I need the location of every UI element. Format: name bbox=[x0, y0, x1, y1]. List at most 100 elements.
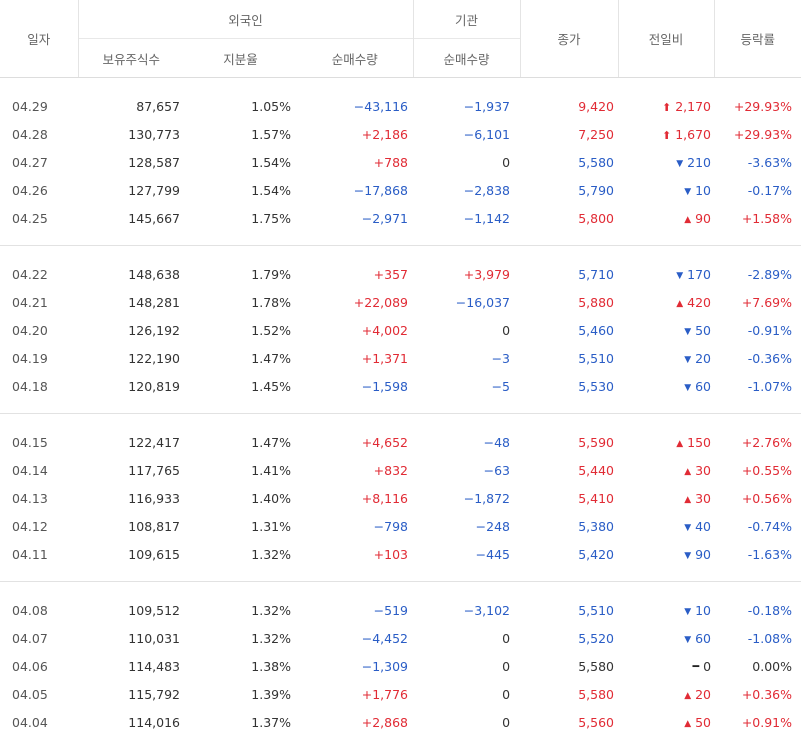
triangle-up-icon: ▲ bbox=[684, 214, 692, 225]
triangle-up-icon: ▲ bbox=[684, 690, 692, 701]
share-cell: 1.54% bbox=[251, 154, 291, 170]
change-value: 0 bbox=[703, 658, 712, 674]
share-cell: 1.05% bbox=[251, 98, 291, 114]
spacer-cell bbox=[0, 582, 801, 597]
rate-cell: +29.93% bbox=[733, 126, 793, 142]
inst-net-cell: −5 bbox=[491, 378, 511, 394]
share-cell: 1.32% bbox=[251, 602, 291, 618]
change-value: 60 bbox=[695, 378, 712, 394]
triangle-down-icon: ▼ bbox=[684, 186, 692, 197]
foreign-net-cell: +1,776 bbox=[361, 686, 409, 702]
table-row: 04.08 109,512 1.32% −519 −3,102 5,510 ▼ 10 -0.18… bbox=[0, 596, 801, 624]
inst-net-cell: 0 bbox=[502, 154, 511, 170]
inst-net-cell: −48 bbox=[483, 434, 511, 450]
holdings-cell: 87,657 bbox=[136, 98, 180, 114]
triangle-up-icon: ▲ bbox=[684, 466, 692, 477]
spacer-cell bbox=[0, 246, 801, 261]
table-row: 04.14 117,765 1.41% +832 −63 5,440 ▲ 30 +0.55% bbox=[0, 456, 801, 484]
date-cell: 04.13 bbox=[12, 490, 48, 506]
table-row: 04.18 120,819 1.45% −1,598 −5 5,530 ▼ 60 -1.07% bbox=[0, 372, 801, 400]
triangle-down-icon: ▼ bbox=[684, 634, 692, 645]
holdings-cell: 109,512 bbox=[128, 602, 180, 618]
share-cell: 1.57% bbox=[251, 126, 291, 142]
dash-icon: ━ bbox=[692, 659, 700, 673]
date-cell: 04.11 bbox=[12, 546, 48, 562]
date-cell: 04.07 bbox=[12, 630, 48, 646]
triangle-up-icon: ▲ bbox=[676, 438, 684, 449]
table-row: 04.19 122,190 1.47% +1,371 −3 5,510 ▼ 20 -0.36% bbox=[0, 344, 801, 372]
table-row: 04.22 148,638 1.79% +357 +3,979 5,710 ▼ 170 -2.8… bbox=[0, 260, 801, 288]
share-cell: 1.41% bbox=[251, 462, 291, 478]
close-cell: 5,510 bbox=[578, 602, 615, 618]
inst-net-cell: −63 bbox=[483, 462, 511, 478]
rate-cell: +0.55% bbox=[741, 462, 793, 478]
foreign-net-cell: +22,089 bbox=[353, 294, 409, 310]
holdings-cell: 126,192 bbox=[128, 322, 180, 338]
close-cell: 5,380 bbox=[578, 518, 615, 534]
rate-cell: +0.56% bbox=[741, 490, 793, 506]
change-value: 60 bbox=[695, 630, 712, 646]
foreign-net-cell: +2,186 bbox=[361, 126, 409, 142]
spacer-cell bbox=[0, 78, 801, 93]
table-row: 04.25 145,667 1.75% −2,971 −1,142 5,800 ▲ 90 +1.… bbox=[0, 204, 801, 232]
group-divider bbox=[0, 232, 801, 246]
close-cell: 5,460 bbox=[578, 322, 615, 338]
holdings-cell: 109,615 bbox=[128, 546, 180, 562]
inst-net-cell: −16,037 bbox=[455, 294, 511, 310]
inst-net-cell: −445 bbox=[475, 546, 511, 562]
date-cell: 04.26 bbox=[12, 182, 48, 198]
divider-cell bbox=[0, 568, 801, 582]
foreign-net-cell: +832 bbox=[373, 462, 409, 478]
change-cell: ▼ 40 bbox=[618, 512, 714, 540]
foreign-net-cell: −519 bbox=[373, 602, 409, 618]
holdings-cell: 115,792 bbox=[128, 686, 180, 702]
close-cell: 5,580 bbox=[578, 686, 615, 702]
close-cell: 7,250 bbox=[578, 126, 615, 142]
change-value: 90 bbox=[695, 546, 712, 562]
share-cell: 1.39% bbox=[251, 686, 291, 702]
group-spacer bbox=[0, 246, 801, 261]
change-cell: ▲ 30 bbox=[618, 456, 714, 484]
holdings-cell: 130,773 bbox=[128, 126, 180, 142]
divider-cell bbox=[0, 400, 801, 414]
change-cell: ▼ 210 bbox=[618, 148, 714, 176]
change-cell: ▲ 30 bbox=[618, 484, 714, 512]
rate-cell: +2.76% bbox=[741, 434, 793, 450]
foreign-net-cell: +103 bbox=[373, 546, 409, 562]
rate-cell: -1.08% bbox=[747, 630, 793, 646]
close-cell: 5,590 bbox=[578, 434, 615, 450]
table-row: 04.12 108,817 1.31% −798 −248 5,380 ▼ 40 -0.74% bbox=[0, 512, 801, 540]
table-row: 04.13 116,933 1.40% +8,116 −1,872 5,410 ▲ 30 +0.… bbox=[0, 484, 801, 512]
change-cell: ▼ 10 bbox=[618, 176, 714, 204]
header-foreign-net: 순매수량 bbox=[297, 38, 414, 78]
date-cell: 04.20 bbox=[12, 322, 48, 338]
share-cell: 1.32% bbox=[251, 546, 291, 562]
change-cell: ▼ 60 bbox=[618, 624, 714, 652]
close-cell: 5,560 bbox=[578, 714, 615, 730]
rate-cell: -1.07% bbox=[747, 378, 793, 394]
inst-net-cell: −3 bbox=[491, 350, 511, 366]
change-value: 2,170 bbox=[675, 98, 712, 114]
table-row: 04.07 110,031 1.32% −4,452 0 5,520 ▼ 60 -1.08% bbox=[0, 624, 801, 652]
inst-net-cell: −3,102 bbox=[463, 602, 511, 618]
header-institution: 기관 bbox=[412, 0, 521, 39]
date-cell: 04.12 bbox=[12, 518, 48, 534]
rate-cell: +29.93% bbox=[733, 98, 793, 114]
close-cell: 5,510 bbox=[578, 350, 615, 366]
holdings-cell: 122,417 bbox=[128, 434, 180, 450]
share-cell: 1.45% bbox=[251, 378, 291, 394]
rate-cell: +1.58% bbox=[741, 210, 793, 226]
close-cell: 9,420 bbox=[578, 98, 615, 114]
foreign-net-cell: +788 bbox=[373, 154, 409, 170]
foreign-net-cell: −2,971 bbox=[361, 210, 409, 226]
rate-cell: +0.91% bbox=[741, 714, 793, 730]
group-divider bbox=[0, 568, 801, 582]
change-value: 20 bbox=[695, 350, 712, 366]
change-value: 170 bbox=[687, 266, 712, 282]
foreign-net-cell: −1,309 bbox=[361, 658, 409, 674]
table-row: 04.11 109,615 1.32% +103 −445 5,420 ▼ 90 -1.63% bbox=[0, 540, 801, 568]
date-cell: 04.06 bbox=[12, 658, 48, 674]
close-cell: 5,420 bbox=[578, 546, 615, 562]
rate-cell: -3.63% bbox=[747, 154, 793, 170]
change-value: 210 bbox=[687, 154, 712, 170]
